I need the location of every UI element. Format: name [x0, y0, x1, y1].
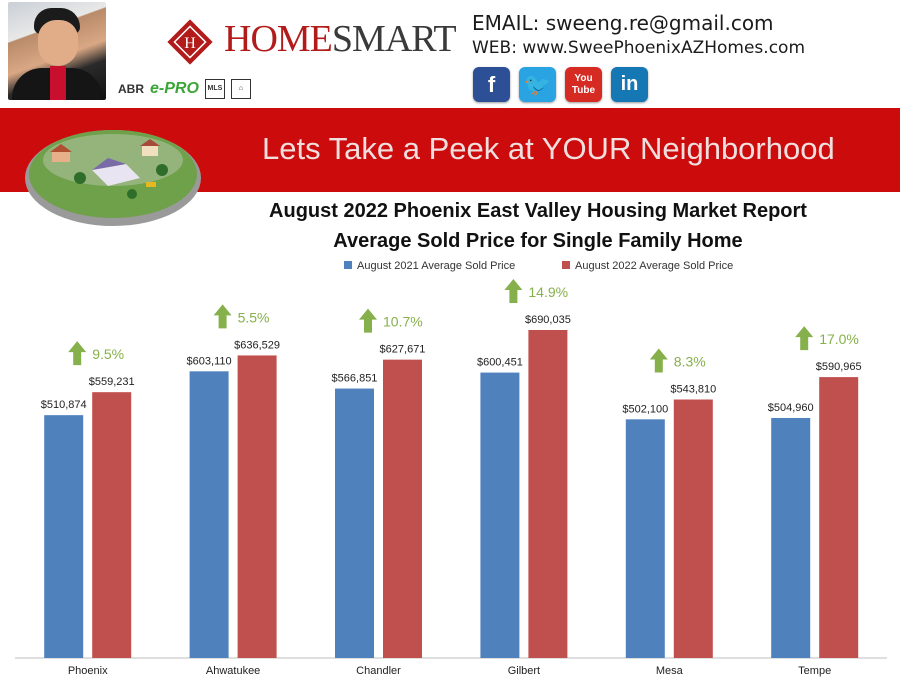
change-label-chandler: 10.7% — [383, 314, 423, 330]
bar-tempe-2022 — [819, 377, 859, 658]
category-label-ahwatukee: Ahwatukee — [206, 665, 260, 677]
value-label-ahwatukee-2022: $636,529 — [234, 339, 280, 351]
bar-gilbert-2021 — [480, 372, 520, 658]
category-label-chandler: Chandler — [356, 665, 401, 677]
equal-housing-icon: ⌂ — [230, 79, 251, 99]
bar-chandler-2022 — [383, 359, 422, 658]
value-label-tempe-2021: $504,960 — [768, 402, 814, 414]
email-line[interactable]: EMAIL: sweeng.re@gmail.com — [472, 11, 774, 35]
category-label-mesa: Mesa — [656, 665, 684, 677]
credential-badges: ABR e-PRO MLS ⌂ — [118, 78, 251, 100]
logo-part-home: HOME — [224, 18, 333, 60]
homesmart-logo-icon: H — [167, 19, 213, 65]
mls-badge: MLS — [204, 79, 225, 99]
svg-text:H: H — [184, 35, 196, 52]
legend-label-2022: August 2022 Average Sold Price — [575, 260, 733, 272]
logo-part-smart: SMART — [331, 18, 457, 60]
chart-subtitle: Average Sold Price for Single Family Hom… — [333, 230, 742, 252]
bar-chandler-2021 — [335, 388, 374, 658]
change-label-tempe: 17.0% — [819, 331, 859, 347]
banner-text: Lets Take a Peek at YOUR Neighborhood — [262, 131, 835, 166]
facebook-icon[interactable]: f — [473, 67, 510, 102]
up-arrow-icon — [649, 348, 668, 373]
twitter-icon[interactable]: 🐦 — [519, 67, 556, 102]
web-line[interactable]: WEB: www.SweePhoenixAZHomes.com — [472, 38, 806, 58]
header: H HOMESMART ABR e-PRO MLS ⌂ EMAIL: sween… — [0, 0, 900, 108]
contact-info: EMAIL: sweeng.re@gmail.com WEB: www.Swee… — [472, 10, 805, 60]
bar-phoenix-2021 — [44, 415, 84, 658]
bar-ahwatukee-2021 — [189, 371, 229, 658]
bar-tempe-2021 — [771, 417, 811, 658]
legend-label-2021: August 2021 Average Sold Price — [357, 260, 515, 272]
value-label-ahwatukee-2021: $603,110 — [187, 355, 232, 367]
up-arrow-icon — [504, 279, 523, 303]
value-label-chandler-2021: $566,851 — [332, 373, 378, 385]
change-label-mesa: 8.3% — [674, 354, 706, 370]
chart-legend: August 2021 Average Sold Price August 20… — [344, 260, 733, 272]
legend-swatch-2022 — [562, 261, 570, 269]
epro-badge: e-PRO — [150, 80, 199, 97]
bar-ahwatukee-2022 — [237, 355, 277, 658]
legend-swatch-2021 — [344, 261, 352, 269]
category-label-phoenix: Phoenix — [68, 665, 108, 677]
change-label-phoenix: 9.5% — [92, 346, 124, 362]
bar-mesa-2021 — [625, 419, 665, 658]
chart-title: August 2022 Phoenix East Valley Housing … — [269, 200, 807, 222]
category-label-tempe: Tempe — [798, 665, 831, 677]
category-label-gilbert: Gilbert — [508, 665, 540, 677]
youtube-icon[interactable]: You Tube — [565, 67, 602, 102]
social-links: f 🐦 You Tube in — [473, 67, 648, 102]
change-label-ahwatukee: 5.5% — [238, 309, 270, 325]
bar-gilbert-2022 — [528, 330, 568, 658]
up-arrow-icon — [68, 341, 87, 366]
plot-area: $510,874$559,231 Phoenix 9.5% $603,110$636,… — [41, 279, 862, 677]
value-label-gilbert-2022: $690,035 — [525, 314, 571, 326]
bar-mesa-2022 — [673, 399, 713, 658]
neighborhood-illustration — [25, 130, 201, 226]
up-arrow-icon — [359, 308, 377, 333]
value-label-chandler-2022: $627,671 — [380, 344, 426, 356]
linkedin-icon[interactable]: in — [611, 67, 648, 102]
change-label-gilbert: 14.9% — [528, 284, 568, 300]
value-label-tempe-2022: $590,965 — [816, 361, 862, 373]
homesmart-logo-text: HOMESMART — [224, 18, 457, 60]
bar-phoenix-2022 — [92, 392, 132, 658]
up-arrow-icon — [795, 326, 814, 351]
value-label-phoenix-2021: $510,874 — [41, 399, 87, 411]
up-arrow-icon — [213, 304, 232, 329]
value-label-gilbert-2021: $600,451 — [477, 357, 523, 369]
agent-photo — [8, 2, 106, 100]
value-label-mesa-2022: $543,810 — [670, 384, 716, 396]
value-label-mesa-2021: $502,100 — [622, 403, 668, 415]
abr-badge: ABR — [118, 82, 144, 96]
value-label-phoenix-2022: $559,231 — [89, 376, 135, 388]
